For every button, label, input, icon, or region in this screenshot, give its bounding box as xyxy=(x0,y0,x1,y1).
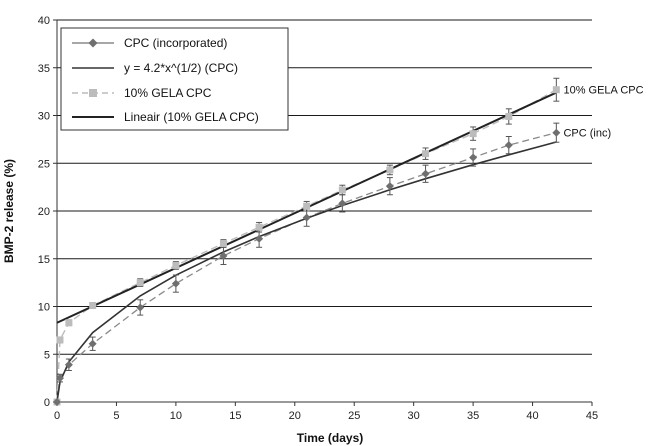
annotation-label: 10% GELA CPC xyxy=(563,85,643,97)
point-cpc-incorporated xyxy=(421,169,430,178)
x-tick-label: 15 xyxy=(229,410,241,422)
legend-label-lineair: Lineair (10% GELA CPC) xyxy=(124,110,259,124)
y-tick-label: 15 xyxy=(38,254,50,266)
legend-label-10-gela-cpc: 10% GELA CPC xyxy=(124,86,212,100)
point-10-gela-cpc xyxy=(422,150,430,158)
y-tick-label: 40 xyxy=(38,15,50,27)
point-cpc-incorporated xyxy=(55,374,64,383)
x-tick-label: 0 xyxy=(54,410,60,422)
point-10-gela-cpc xyxy=(552,86,560,94)
point-10-gela-cpc xyxy=(386,166,394,174)
tick-labels: 0 5 10 15 20 25 30 35 40 0 5 10 15 20 25 30 35 40 45 xyxy=(38,15,598,422)
series-line-10-gela-cpc xyxy=(56,89,557,403)
point-cpc-incorporated xyxy=(136,303,145,312)
x-tick-label: 25 xyxy=(348,410,360,422)
point-10-gela-cpc xyxy=(89,302,97,310)
annotations: 10% GELA CPC CPC (inc) xyxy=(563,85,643,140)
legend-item-10-gela-cpc: 10% GELA CPC xyxy=(72,86,212,100)
point-cpc-incorporated xyxy=(219,251,228,260)
series-line-cpc-incorporated xyxy=(56,132,557,403)
point-cpc-incorporated xyxy=(255,234,264,243)
y-tick-label: 5 xyxy=(44,349,50,361)
point-10-gela-cpc xyxy=(469,130,477,138)
point-10-gela-cpc xyxy=(56,336,64,344)
x-tick-label: 20 xyxy=(289,410,301,422)
x-tick-label: 35 xyxy=(467,410,479,422)
y-tick-label: 35 xyxy=(38,63,50,75)
x-tick-label: 5 xyxy=(113,410,119,422)
point-cpc-incorporated xyxy=(469,153,478,162)
plot-area xyxy=(53,77,561,406)
legend-box xyxy=(60,27,289,131)
legend-marker-square xyxy=(89,89,97,97)
point-10-gela-cpc xyxy=(172,261,180,269)
point-cpc-incorporated xyxy=(385,182,394,191)
point-cpc-incorporated xyxy=(88,339,97,348)
legend-label-cpc-incorporated: CPC (incorporated) xyxy=(124,36,227,50)
legend-item-sqrt-fit: y = 4.2*x^(1/2) (CPC) xyxy=(72,61,238,75)
x-axis-title: Time (days) xyxy=(297,431,363,445)
y-tick-label: 0 xyxy=(44,397,50,409)
y-tick-label: 20 xyxy=(38,206,50,218)
annotation-label: CPC (inc) xyxy=(563,128,611,140)
legend-item-cpc-incorporated: CPC (incorporated) xyxy=(72,36,227,50)
y-tick-label: 10 xyxy=(38,302,50,314)
x-tick-label: 45 xyxy=(586,410,598,422)
x-tick-label: 10 xyxy=(170,410,182,422)
point-10-gela-cpc xyxy=(136,279,144,287)
point-10-gela-cpc xyxy=(303,202,311,210)
x-tick-label: 40 xyxy=(526,410,538,422)
point-10-gela-cpc xyxy=(65,319,73,327)
legend: CPC (incorporated) y = 4.2*x^(1/2) (CPC)… xyxy=(60,27,289,131)
point-10-gela-cpc xyxy=(255,223,263,231)
y-axis-title: BMP-2 release (%) xyxy=(2,159,16,263)
y-tick-label: 25 xyxy=(38,158,50,170)
point-cpc-incorporated xyxy=(171,279,180,288)
point-cpc-incorporated xyxy=(53,398,61,406)
legend-item-lineair: Lineair (10% GELA CPC) xyxy=(72,110,259,124)
point-10-gela-cpc xyxy=(505,112,513,120)
point-cpc-incorporated xyxy=(338,199,347,208)
point-cpc-incorporated xyxy=(64,360,73,369)
point-10-gela-cpc xyxy=(338,186,346,194)
point-cpc-incorporated xyxy=(504,141,513,150)
x-tick-label: 30 xyxy=(408,410,420,422)
point-10-gela-cpc xyxy=(219,239,227,247)
legend-label-sqrt-fit: y = 4.2*x^(1/2) (CPC) xyxy=(124,61,238,75)
y-tick-label: 30 xyxy=(38,111,50,123)
legend-marker-diamond xyxy=(88,38,98,48)
series-line-sqrt-fit xyxy=(56,141,557,403)
point-cpc-incorporated xyxy=(552,128,561,137)
point-cpc-incorporated xyxy=(302,213,311,222)
